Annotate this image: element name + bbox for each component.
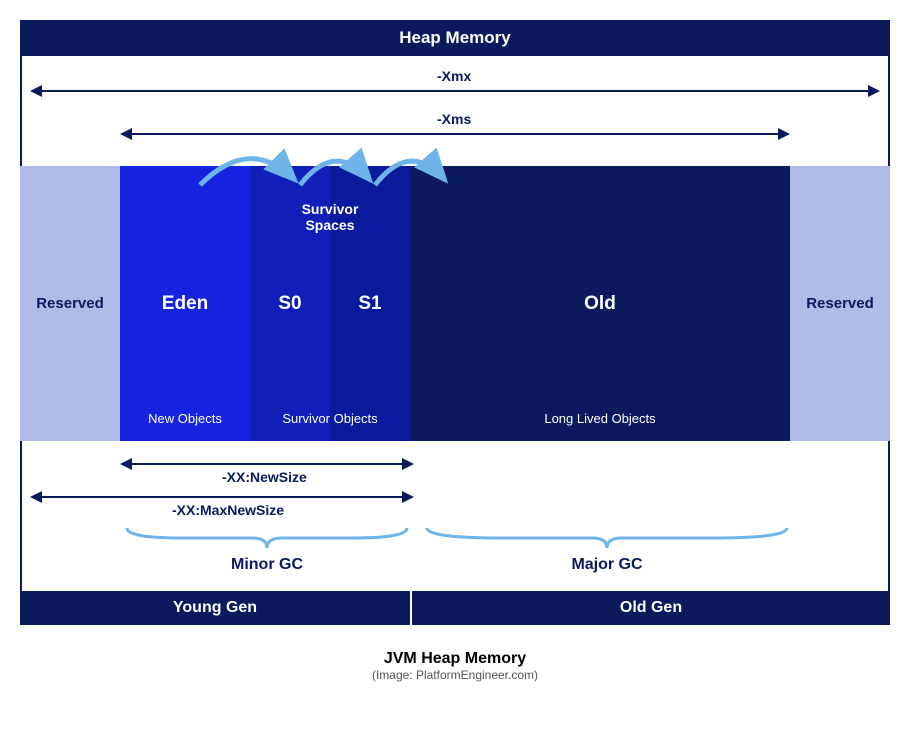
- reserved-left: Reserved: [20, 166, 120, 441]
- s1-label: S1: [358, 293, 381, 315]
- memory-blocks: Reserved Eden New Objects Survivor Space…: [20, 166, 890, 441]
- eden-label: Eden: [162, 293, 208, 315]
- old-block: Old Long Lived Objects: [410, 166, 790, 441]
- caption: JVM Heap Memory (Image: PlatformEngineer…: [20, 650, 890, 682]
- xms-label: -Xms: [437, 111, 471, 127]
- survivor-sub: Survivor Objects: [250, 411, 410, 426]
- newsize-label: -XX:NewSize: [222, 469, 307, 485]
- eden-block: Eden New Objects: [120, 166, 250, 441]
- reserved-right: Reserved: [790, 166, 890, 441]
- xmx-label: -Xmx: [437, 68, 471, 84]
- reserved-right-label: Reserved: [806, 295, 874, 312]
- reserved-left-label: Reserved: [36, 295, 104, 312]
- footer-bars: Young Gen Old Gen: [20, 591, 890, 625]
- caption-sub: (Image: PlatformEngineer.com): [20, 668, 890, 682]
- header-title: Heap Memory: [20, 20, 890, 56]
- minor-gc-label: Minor GC: [122, 556, 412, 574]
- old-label: Old: [584, 293, 616, 315]
- flow-arrows: [20, 130, 890, 190]
- s0-label: S0: [278, 293, 301, 315]
- minor-gc-brace: [122, 526, 412, 551]
- major-gc-label: Major GC: [422, 556, 792, 574]
- xmx-arrow: [32, 90, 878, 92]
- newsize-arrow: [122, 463, 412, 465]
- old-gen-bar: Old Gen: [412, 591, 890, 625]
- eden-sub: New Objects: [120, 411, 250, 426]
- young-gen-bar: Young Gen: [20, 591, 410, 625]
- major-gc-brace: [422, 526, 792, 551]
- heap-diagram: Heap Memory -Xmx -Xms Reserved Eden New …: [20, 20, 890, 700]
- maxnewsize-arrow: [32, 496, 412, 498]
- old-sub: Long Lived Objects: [410, 411, 790, 426]
- maxnewsize-label: -XX:MaxNewSize: [172, 502, 284, 518]
- bottom-arrow-zone: -XX:NewSize -XX:MaxNewSize Minor GC Majo…: [20, 441, 890, 591]
- caption-title: JVM Heap Memory: [20, 650, 890, 668]
- survivor-header: Survivor Spaces: [250, 201, 410, 233]
